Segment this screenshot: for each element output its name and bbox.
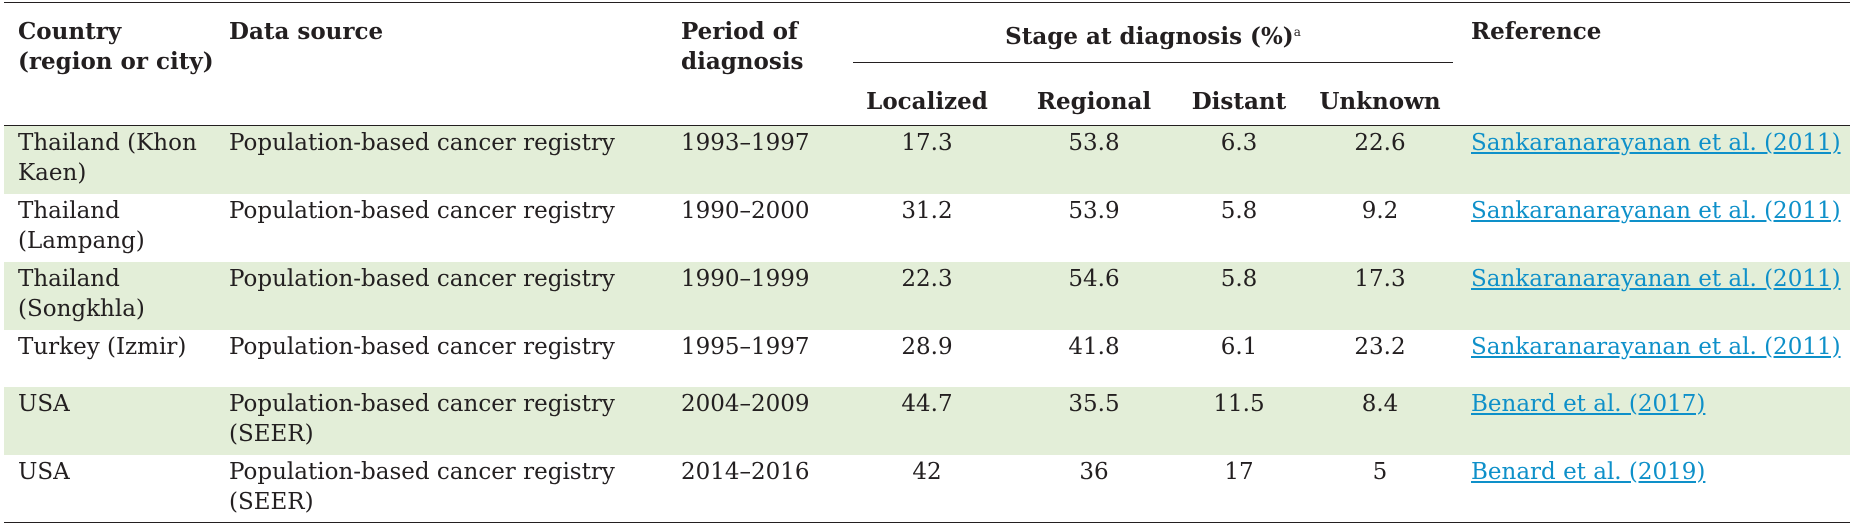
cell-localized: 17.3	[901, 130, 953, 156]
cell-source: Population-based cancer registry	[229, 333, 615, 360]
cell-localized: 42	[912, 458, 942, 485]
reference-link[interactable]: Sankaranarayanan et al. (2011)	[1471, 130, 1841, 156]
cell-country: USA	[18, 390, 70, 417]
cell-country: Thailand (Songkhla)	[18, 265, 145, 322]
header-period: Period of diagnosis	[681, 18, 804, 75]
cell-regional: 36	[1079, 458, 1109, 485]
cell-source: Population-based cancer registry (SEER)	[229, 458, 615, 515]
cell-unknown: 23.2	[1354, 333, 1406, 360]
table-row: Thailand (Songkhla) Population-based can…	[4, 261, 1850, 330]
cell-regional: 53.8	[1068, 130, 1120, 156]
header-regional: Regional	[1036, 88, 1152, 115]
cell-reference: Sankaranarayanan et al. (2011)	[1461, 194, 1850, 262]
stage-at-diagnosis-table: Country (region or city) Data source Per…	[4, 2, 1850, 523]
cell-unknown: 22.6	[1354, 130, 1406, 156]
cell-localized: 28.9	[901, 333, 953, 360]
table-row: USA Population-based cancer registry (SE…	[4, 386, 1850, 455]
cell-distant: 5.8	[1220, 197, 1258, 224]
cell-distant: 5.8	[1220, 265, 1258, 292]
reference-link[interactable]: Sankaranarayanan et al. (2011)	[1471, 265, 1841, 292]
cell-period: 1995–1997	[681, 333, 810, 360]
cell-unknown: 9.2	[1361, 197, 1399, 224]
cell-period: 1990–1999	[681, 265, 810, 292]
header-data-source: Data source	[229, 18, 384, 45]
cell-regional: 41.8	[1068, 333, 1120, 360]
cell-reference: Sankaranarayanan et al. (2011)	[1461, 126, 1850, 194]
reference-link[interactable]: Sankaranarayanan et al. (2011)	[1471, 333, 1841, 360]
cell-country: Thailand (Khon Kaen)	[18, 130, 197, 186]
cell-period: 1990–2000	[681, 197, 810, 224]
cell-country: Turkey (Izmir)	[18, 333, 187, 360]
table-row: USA Population-based cancer registry (SE…	[4, 455, 1850, 523]
cell-period: 1993–1997	[681, 130, 810, 156]
header-localized: Localized	[866, 88, 988, 115]
cell-distant: 11.5	[1213, 390, 1265, 417]
cell-distant: 17	[1224, 458, 1254, 485]
cell-localized: 31.2	[901, 197, 953, 224]
cell-reference: Benard et al. (2017)	[1461, 387, 1850, 455]
cell-unknown: 8.4	[1361, 390, 1399, 417]
cell-source: Population-based cancer registry	[229, 197, 615, 224]
cell-regional: 53.9	[1068, 197, 1120, 224]
cell-period: 2014–2016	[681, 458, 810, 485]
cell-source: Population-based cancer registry	[229, 265, 615, 292]
cell-localized: 22.3	[901, 265, 953, 292]
header-stage-group-label: Stage at diagnosis (%)	[1005, 23, 1294, 50]
cell-reference: Benard et al. (2019)	[1461, 455, 1850, 523]
table-row: Thailand (Khon Kaen) Population-based ca…	[4, 125, 1850, 194]
cell-country: Thailand (Lampang)	[18, 197, 145, 254]
cell-period: 2004–2009	[681, 390, 810, 417]
reference-link[interactable]: Benard et al. (2017)	[1471, 390, 1706, 417]
table-row: Turkey (Izmir) Population-based cancer r…	[4, 330, 1850, 387]
cell-unknown: 17.3	[1354, 265, 1406, 292]
stage-group-rule	[853, 62, 1453, 63]
cell-reference: Sankaranarayanan et al. (2011)	[1461, 262, 1850, 330]
cell-regional: 35.5	[1068, 390, 1120, 417]
header-reference: Reference	[1471, 18, 1602, 45]
header-unknown: Unknown	[1319, 88, 1441, 115]
cell-distant: 6.3	[1220, 130, 1258, 156]
cell-regional: 54.6	[1068, 265, 1120, 292]
table-row: Thailand (Lampang) Population-based canc…	[4, 194, 1850, 262]
header-stage-group: Stage at diagnosis (%)a	[845, 3, 1461, 78]
reference-link[interactable]: Sankaranarayanan et al. (2011)	[1471, 197, 1841, 224]
cell-localized: 44.7	[901, 390, 953, 417]
header-distant: Distant	[1191, 88, 1287, 115]
cell-distant: 6.1	[1220, 333, 1258, 360]
reference-link[interactable]: Benard et al. (2019)	[1471, 458, 1706, 485]
cell-source: Population-based cancer registry (SEER)	[229, 390, 615, 447]
cell-unknown: 5	[1372, 458, 1388, 485]
header-country: Country (region or city)	[18, 18, 214, 75]
cell-reference: Sankaranarayanan et al. (2011)	[1461, 330, 1850, 387]
header-stage-footnote-mark: a	[1293, 25, 1301, 39]
cell-country: USA	[18, 458, 70, 485]
cell-source: Population-based cancer registry	[229, 130, 615, 156]
table-header: Country (region or city) Data source Per…	[4, 2, 1850, 126]
